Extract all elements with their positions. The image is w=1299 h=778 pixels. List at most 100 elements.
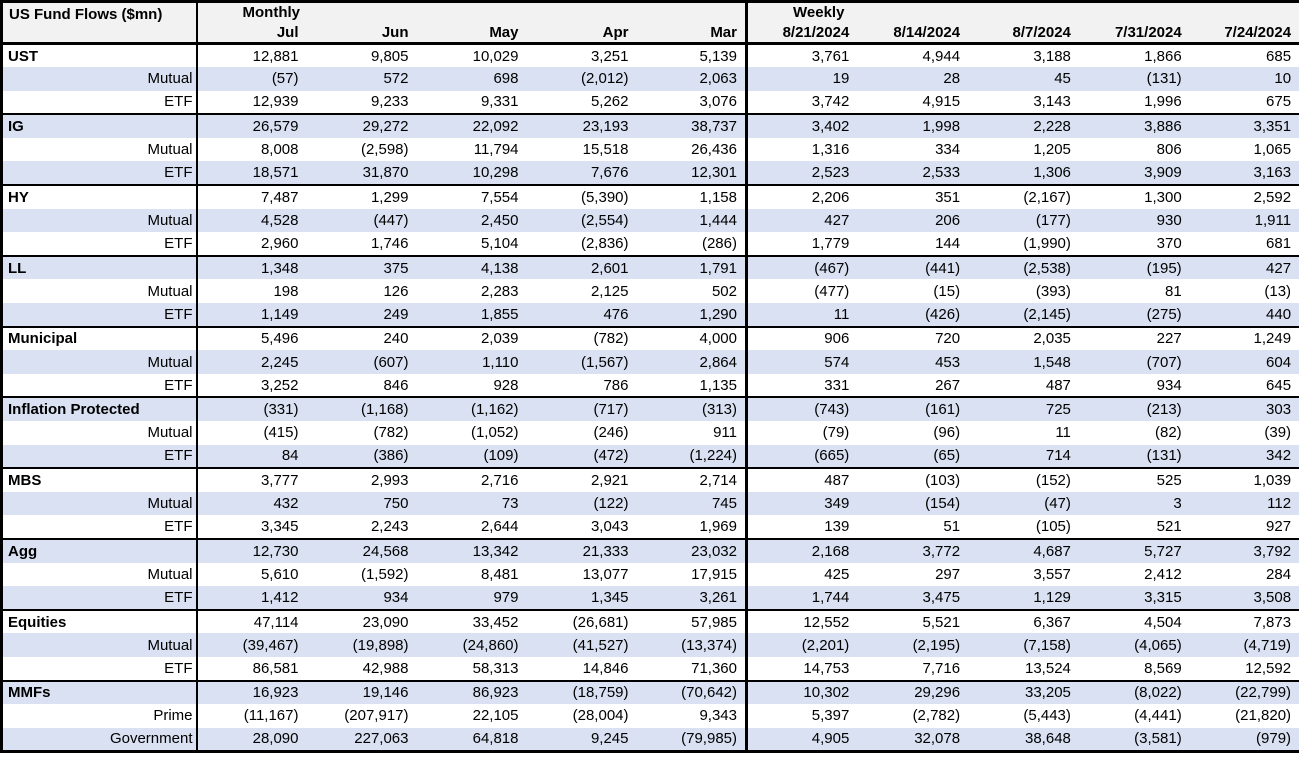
value-cell: 487 bbox=[1045, 376, 1071, 394]
value-cell: 38,648 bbox=[968, 727, 1079, 752]
value-cell: 112 bbox=[1189, 491, 1299, 516]
value-cell: (161) bbox=[857, 396, 969, 421]
value-cell: 10,302 bbox=[745, 679, 858, 705]
table-row: Mutual (415) (782) (1,052) (246) 911 (79) (96) 1… bbox=[1, 421, 1299, 445]
column-header-month: Apr bbox=[526, 22, 637, 45]
value-cell: 574 bbox=[745, 350, 858, 374]
value-cell: 2,716 bbox=[416, 467, 527, 492]
value-cell: 698 bbox=[416, 67, 527, 91]
value-cell: 8,481 bbox=[480, 565, 519, 583]
value-cell: 13,524 bbox=[1025, 659, 1071, 677]
value-cell: 23,090 bbox=[306, 608, 417, 634]
value-cell: 29,272 bbox=[306, 113, 417, 138]
value-cell: 502 bbox=[711, 282, 737, 300]
value-cell: 23,032 bbox=[636, 537, 747, 563]
value-cell: 9,233 bbox=[370, 93, 409, 111]
value-cell: 1,348 bbox=[196, 254, 307, 280]
value-cell: 4,905 bbox=[745, 727, 858, 752]
value-cell: 3,557 bbox=[1033, 565, 1071, 583]
sub-row-label: Mutual bbox=[1, 208, 198, 233]
value-cell: 23,193 bbox=[526, 113, 637, 138]
value-cell: 33,452 bbox=[416, 608, 527, 634]
value-cell: (2,598) bbox=[360, 141, 409, 159]
value-cell: 51 bbox=[943, 518, 961, 536]
value-cell: 9,245 bbox=[526, 727, 637, 752]
value-cell: 227,063 bbox=[306, 727, 417, 752]
value-cell: (8,022) bbox=[1078, 679, 1190, 705]
value-cell: 12,301 bbox=[636, 161, 747, 186]
column-header-month: Jul bbox=[196, 22, 307, 45]
value-cell: (154) bbox=[857, 491, 969, 516]
value-cell: 1,299 bbox=[306, 184, 417, 209]
table-row: ETF 2,960 1,746 5,104 (2,836) (286) 1,779 144 (1… bbox=[1, 232, 1299, 256]
sub-row-label: ETF bbox=[1, 373, 198, 398]
value-cell: 126 bbox=[383, 282, 409, 300]
value-cell: 934 bbox=[1156, 376, 1182, 394]
value-cell: 284 bbox=[1266, 565, 1292, 583]
table-row: LL 1,348 375 4,138 2,601 1,791 (467) (441) (2,53… bbox=[1, 254, 1299, 280]
value-cell: (105) bbox=[1035, 518, 1071, 536]
value-cell: (57) bbox=[196, 67, 307, 91]
value-cell: 342 bbox=[1189, 444, 1299, 469]
value-cell: 10 bbox=[1189, 67, 1299, 91]
value-cell: 3,188 bbox=[1033, 47, 1071, 65]
value-cell: 227 bbox=[1078, 325, 1190, 351]
value-cell: 9,331 bbox=[480, 93, 519, 111]
value-cell: 4,687 bbox=[968, 537, 1079, 563]
value-cell: (2,836) bbox=[580, 235, 629, 253]
value-cell: 2,921 bbox=[526, 467, 637, 492]
value-cell: 21,333 bbox=[526, 537, 637, 563]
value-cell: 5,610 bbox=[260, 565, 299, 583]
value-cell: 3,508 bbox=[1189, 586, 1299, 610]
value-cell: 47,114 bbox=[196, 608, 307, 634]
value-cell: (393) bbox=[1035, 282, 1071, 300]
value-cell: 297 bbox=[935, 565, 961, 583]
value-cell: 1,998 bbox=[857, 113, 969, 138]
value-cell: (195) bbox=[1078, 254, 1190, 280]
value-cell: 572 bbox=[306, 67, 417, 91]
value-cell: (743) bbox=[745, 396, 858, 421]
value-cell: (22,799) bbox=[1189, 679, 1299, 705]
value-cell: 4,000 bbox=[636, 325, 747, 351]
value-cell: 3,402 bbox=[745, 113, 858, 138]
table-row: Mutual 432 750 73 (122) 745 349 (154) (47) 3 112 bbox=[1, 491, 1299, 516]
value-cell: (2,195) bbox=[857, 633, 969, 657]
value-cell: 64,818 bbox=[416, 727, 527, 752]
value-cell: 351 bbox=[857, 184, 969, 209]
value-cell: (41,527) bbox=[526, 633, 637, 657]
value-cell: 240 bbox=[306, 325, 417, 351]
value-cell: (2,167) bbox=[968, 184, 1079, 209]
value-cell: 7,487 bbox=[196, 184, 307, 209]
value-cell: 3,163 bbox=[1189, 161, 1299, 186]
value-cell: 11 bbox=[1055, 424, 1071, 442]
table-row: ETF 1,412 934 979 1,345 3,261 1,744 3,475 1,129 3… bbox=[1, 586, 1299, 610]
value-cell: (665) bbox=[745, 444, 858, 469]
value-cell: 979 bbox=[416, 586, 527, 610]
section-label-weekly: Weekly bbox=[744, 1, 1299, 23]
value-cell: 19,146 bbox=[306, 679, 417, 705]
value-cell: (11,167) bbox=[243, 707, 299, 725]
value-cell: 28 bbox=[857, 67, 969, 91]
sub-row-label: Mutual bbox=[1, 491, 198, 516]
table-row: Inflation Protected (331) (1,168) (1,162) (7… bbox=[1, 396, 1299, 421]
group-label: Municipal bbox=[1, 325, 198, 351]
value-cell: 81 bbox=[1165, 282, 1182, 300]
value-cell: 1,249 bbox=[1189, 325, 1299, 351]
value-cell: (21,820) bbox=[1235, 707, 1292, 725]
table-row: MMFs 16,923 19,146 86,923 (18,759) (70,642) 10… bbox=[1, 679, 1299, 705]
value-cell: (19,898) bbox=[306, 633, 417, 657]
value-cell: 1,316 bbox=[745, 137, 858, 162]
value-cell: (15) bbox=[933, 282, 961, 300]
value-cell: (13,374) bbox=[636, 633, 747, 657]
value-cell: (782) bbox=[526, 325, 637, 351]
value-cell: (4,719) bbox=[1189, 633, 1299, 657]
value-cell: (2,145) bbox=[968, 303, 1079, 327]
value-cell: 928 bbox=[493, 376, 519, 394]
value-cell: 3,742 bbox=[745, 90, 858, 115]
fund-flows-table: US Fund Flows ($mn) Monthly Weekly Jul Ju… bbox=[0, 0, 1299, 753]
value-cell: 720 bbox=[857, 325, 969, 351]
value-cell: 1,911 bbox=[1189, 208, 1299, 233]
value-cell: 1,110 bbox=[416, 350, 527, 374]
value-cell: 1,158 bbox=[636, 184, 747, 209]
value-cell: (79,985) bbox=[636, 727, 747, 752]
